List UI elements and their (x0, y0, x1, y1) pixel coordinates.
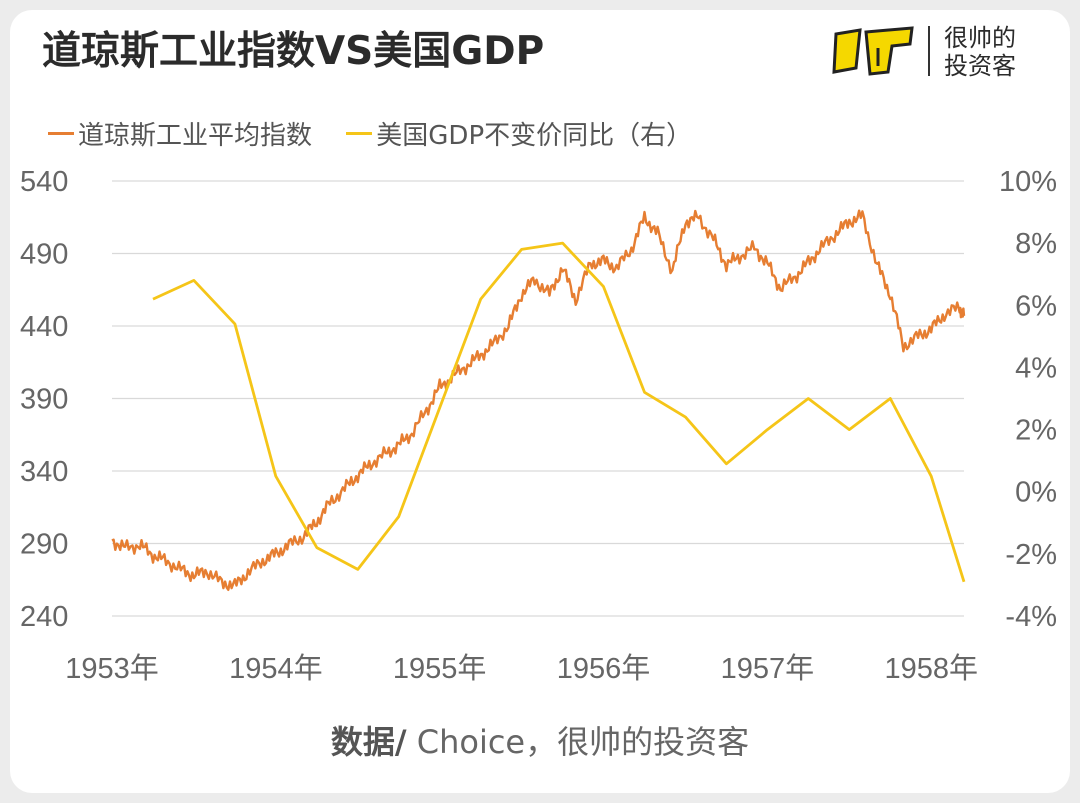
y-left-tick-label: 340 (20, 456, 68, 488)
x-tick-label: 1958年 (884, 652, 978, 685)
chart-legend: 道琼斯工业平均指数 美国GDP不变价同比（右） (48, 112, 718, 152)
legend-item-dow: 道琼斯工业平均指数 (48, 115, 312, 152)
y-left-tick-label: 290 (20, 529, 68, 561)
series-line-dow (111, 209, 966, 591)
y-right-tick-label: -4% (1005, 601, 1057, 633)
y-left-tick-label: 440 (20, 311, 68, 343)
brand-name-line2: 投资客 (944, 52, 1016, 80)
y-right-tick-label: 10% (999, 166, 1057, 198)
y-right-tick-label: 6% (1015, 290, 1057, 322)
legend-item-gdp: 美国GDP不变价同比（右） (346, 115, 692, 152)
x-tick-label: 1953年 (65, 652, 159, 685)
y-right-tick-label: 0% (1015, 477, 1057, 509)
y-right-tick-label: 4% (1015, 352, 1057, 384)
series-line-gdp (152, 241, 966, 583)
x-tick-label: 1954年 (229, 652, 323, 685)
y-right-tick-label: -2% (1005, 539, 1057, 571)
y-left-tick-label: 490 (20, 239, 68, 271)
x-tick-label: 1955年 (393, 652, 487, 685)
y-left-tick-label: 240 (20, 601, 68, 633)
brand-name: 很帅的 投资客 (944, 24, 1016, 80)
legend-swatch-gdp (346, 132, 373, 135)
x-tick-label: 1957年 (721, 652, 815, 685)
x-tick-label: 1956年 (557, 652, 651, 685)
brand-name-line1: 很帅的 (944, 24, 1016, 52)
y-left-tick-label: 540 (20, 166, 68, 198)
source-prefix: 数据/ (330, 723, 407, 761)
chart-title: 道琼斯工业指数VS美国GDP (42, 29, 545, 74)
brand-mark-icon (832, 26, 914, 76)
y-right-tick-label: 2% (1015, 415, 1057, 447)
source-note: 数据/ Choice，很帅的投资客 (0, 717, 1080, 763)
y-left-tick-label: 390 (20, 384, 68, 416)
legend-label-gdp: 美国GDP不变价同比（右） (376, 121, 693, 151)
source-text: Choice，很帅的投资客 (406, 723, 750, 761)
legend-swatch-dow (48, 132, 74, 135)
y-right-tick-label: 8% (1015, 228, 1057, 260)
legend-label-dow: 道琼斯工业平均指数 (78, 121, 313, 151)
brand-logo: 很帅的 投资客 (826, 20, 1036, 82)
logo-divider (928, 26, 930, 76)
